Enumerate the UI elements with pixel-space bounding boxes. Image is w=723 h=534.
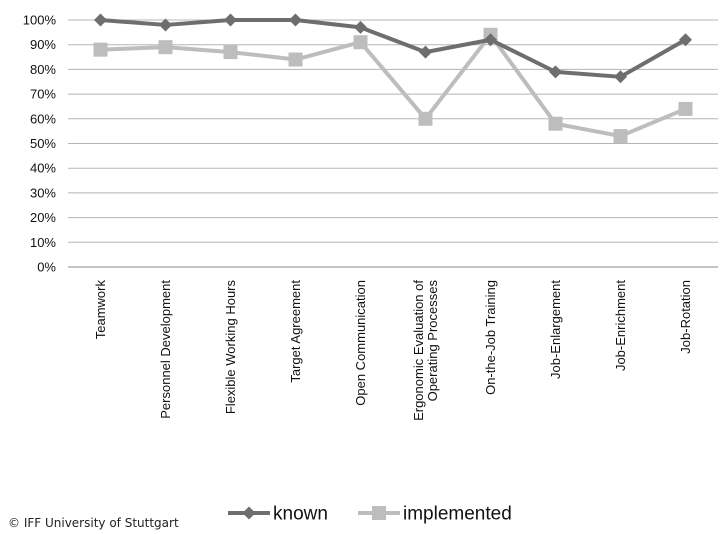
- series-line-implemented: [100, 32, 687, 139]
- y-tick-label: 0%: [37, 260, 56, 275]
- series-known: [94, 13, 692, 84]
- legend: known implemented: [228, 504, 512, 525]
- y-tick-label: 70%: [30, 87, 56, 102]
- series-group: [93, 13, 693, 144]
- data-point-known: [614, 70, 627, 84]
- data-point-known: [679, 33, 692, 47]
- x-category-label: Personnel Development: [158, 280, 173, 419]
- x-category-label: Job-Enrichment: [613, 280, 628, 371]
- legend-item-known: known: [228, 504, 328, 525]
- gridlines: [68, 19, 718, 268]
- data-point-implemented: [158, 40, 173, 55]
- y-tick-label: 40%: [30, 161, 56, 176]
- data-point-known: [419, 45, 432, 59]
- x-category-label: Target Agreement: [288, 280, 303, 383]
- data-point-known: [289, 13, 302, 27]
- data-point-implemented: [613, 129, 628, 144]
- series-implemented: [93, 27, 693, 144]
- x-category-label: Teamwork: [93, 280, 108, 340]
- data-point-known: [94, 13, 107, 27]
- x-axis-category-labels: Teamwork Personnel Development Flexible Wo…: [93, 280, 693, 421]
- data-point-known: [159, 18, 172, 32]
- data-point-known: [549, 65, 562, 79]
- y-tick-label: 20%: [30, 210, 56, 225]
- data-point-known: [224, 13, 237, 27]
- data-point-implemented: [93, 42, 108, 57]
- data-point-implemented: [288, 52, 303, 67]
- x-category-label: Flexible Working Hours: [223, 280, 238, 415]
- data-point-known: [484, 33, 497, 47]
- legend-label: implemented: [403, 504, 512, 525]
- x-category-label: On-the-Job Training: [483, 280, 498, 395]
- data-point-implemented: [678, 101, 693, 116]
- data-point-implemented: [223, 45, 238, 60]
- y-tick-label: 80%: [30, 62, 56, 77]
- y-tick-label: 50%: [30, 136, 56, 151]
- y-tick-label: 100%: [23, 13, 57, 28]
- data-point-implemented: [353, 35, 368, 50]
- data-point-known: [354, 20, 367, 34]
- data-point-implemented: [548, 116, 563, 131]
- y-tick-label: 10%: [30, 235, 56, 250]
- series-line-known: [100, 18, 687, 79]
- y-tick-label: 60%: [30, 111, 56, 126]
- copyright-note: © IFF University of Stuttgart: [8, 516, 179, 530]
- data-point-implemented: [418, 111, 433, 126]
- y-tick-label: 30%: [30, 185, 56, 200]
- x-category-label: Job-Enlargement: [548, 280, 563, 379]
- legend-marker: [372, 506, 386, 520]
- x-category-label: Job-Rotation: [678, 280, 693, 354]
- legend-marker: [242, 506, 256, 520]
- legend-label: known: [273, 504, 328, 525]
- x-category-label: Operating Processes: [425, 280, 440, 402]
- x-category-label: Ergonomic Evaluation of: [411, 280, 426, 421]
- y-axis-tick-labels: 0% 10% 20% 30% 40% 50% 60% 70% 80% 90% 100%: [23, 13, 57, 275]
- x-category-label: Open Communication: [353, 280, 368, 406]
- y-tick-label: 90%: [30, 37, 56, 52]
- legend-item-implemented: implemented: [358, 504, 512, 525]
